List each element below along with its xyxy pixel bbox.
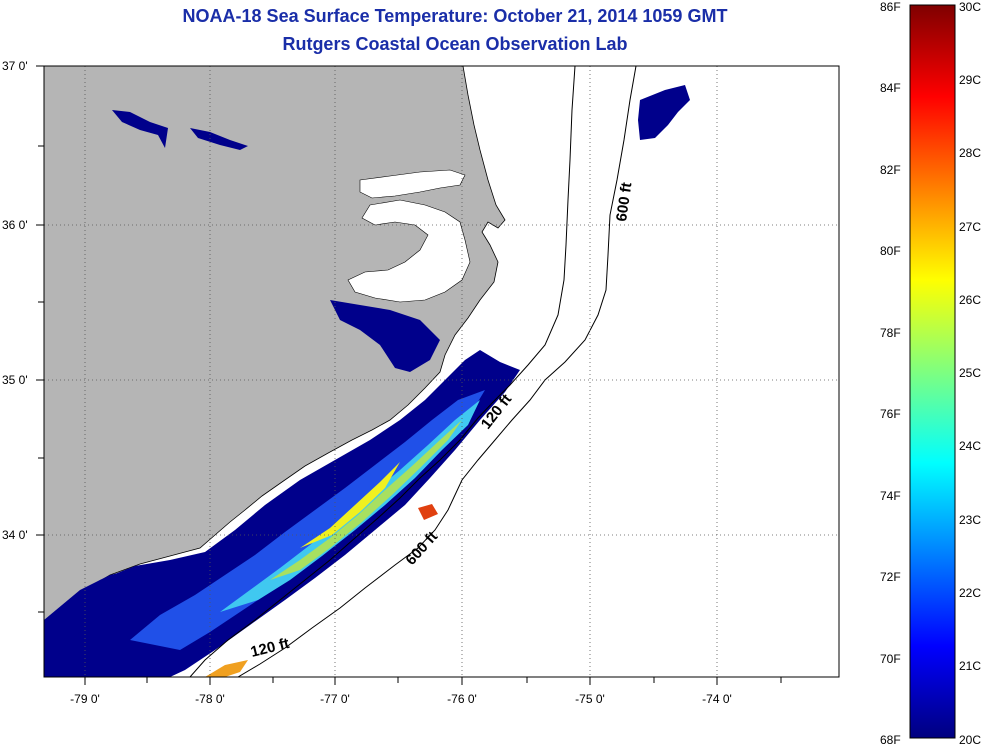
colorbar-c-29: 29C xyxy=(959,73,982,87)
albemarle-sound xyxy=(359,169,466,199)
colorbar-f-74: 74F xyxy=(880,489,901,503)
colorbar-c-20: 20C xyxy=(959,733,982,747)
colorbar-c-23: 23C xyxy=(959,513,982,527)
contour-120ft xyxy=(189,66,576,677)
lat-label-37: 37 0' xyxy=(2,59,28,73)
colorbar-f-68: 68F xyxy=(880,733,901,747)
colorbar-f-84: 84F xyxy=(880,81,901,95)
sst-band-blue xyxy=(130,390,485,650)
lon-label-78: -78 0' xyxy=(195,692,225,706)
lat-label-36: 36 0' xyxy=(2,218,28,232)
contour-600ft xyxy=(237,66,637,677)
colorbar-f-86: 86F xyxy=(880,0,901,14)
lon-label-77: -77 0' xyxy=(320,692,350,706)
lon-label-74: -74 0' xyxy=(702,692,732,706)
lon-label-75: -75 0' xyxy=(575,692,605,706)
sst-inland-lakes xyxy=(112,110,248,150)
colorbar-f-78: 78F xyxy=(880,326,901,340)
sst-band-cyan xyxy=(220,400,480,612)
colorbar-c-28: 28C xyxy=(959,146,982,160)
colorbar-f-70: 70F xyxy=(880,652,901,666)
colorbar-c-27: 27C xyxy=(959,220,982,234)
sst-band-navy xyxy=(44,350,520,677)
map-grid xyxy=(44,66,839,677)
sst-coastal-blue xyxy=(330,300,440,372)
map-subtitle: Rutgers Coastal Ocean Observation Lab xyxy=(282,34,628,54)
colorbar-c-30: 30C xyxy=(959,0,982,14)
axis-ticks xyxy=(36,65,782,685)
map-frame xyxy=(43,65,840,678)
sst-cape-blue xyxy=(44,568,150,665)
colorbar-f-82: 82F xyxy=(880,163,901,177)
lat-label-35: 35 0' xyxy=(2,373,28,387)
sst-warm-spot xyxy=(418,504,438,520)
colorbar-c-25: 25C xyxy=(959,366,982,380)
sst-warm-patch xyxy=(205,660,248,677)
lat-label-34: 34 0' xyxy=(2,528,28,542)
colorbar-c-26: 26C xyxy=(959,293,982,307)
lon-label-79: -79 0' xyxy=(70,692,100,706)
colorbar-c-22: 22C xyxy=(959,586,982,600)
pamlico-sound xyxy=(347,199,471,303)
colorbar-c-21: 21C xyxy=(959,659,982,673)
colorbar-c-24: 24C xyxy=(959,439,982,453)
sst-offshore-navy xyxy=(638,85,690,140)
colorbar-f-76: 76F xyxy=(880,407,901,421)
map-title: NOAA-18 Sea Surface Temperature: October… xyxy=(182,6,728,26)
colorbar-f-80: 80F xyxy=(880,244,901,258)
contour-label-600ft-north: 600 ft xyxy=(613,181,635,222)
lon-label-76: -76 0' xyxy=(447,692,477,706)
colorbar-f-72: 72F xyxy=(880,570,901,584)
